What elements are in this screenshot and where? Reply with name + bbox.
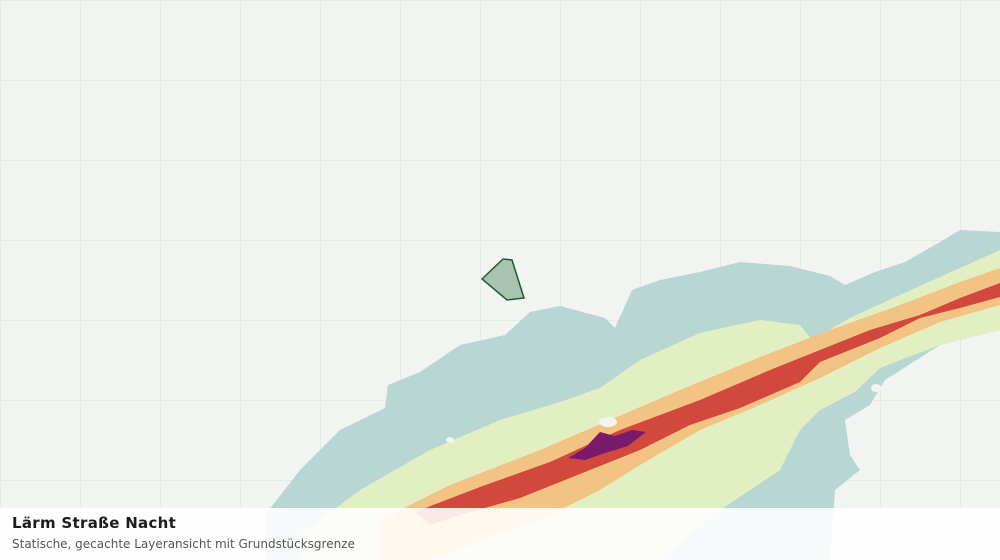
gap <box>871 384 881 392</box>
parcel-boundary <box>480 258 525 301</box>
gap <box>446 437 454 443</box>
map-title: Lärm Straße Nacht <box>12 514 177 532</box>
noise-zone-very-high <box>415 283 1000 525</box>
gap <box>599 417 617 427</box>
map-subtitle: Statische, gecachte Layeransicht mit Gru… <box>12 537 355 551</box>
caption: Lärm Straße Nacht Statische, gecachte La… <box>0 508 1000 560</box>
noise-zone-extreme <box>568 430 646 460</box>
